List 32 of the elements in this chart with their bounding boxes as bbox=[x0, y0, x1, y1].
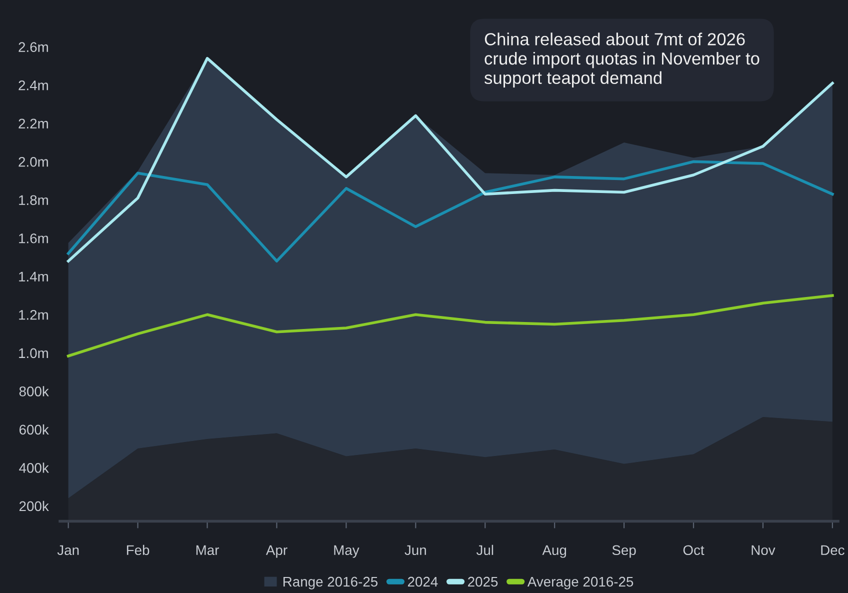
legend-label: Average 2016-25 bbox=[527, 576, 634, 590]
x-tick-label: Jul bbox=[476, 544, 494, 556]
y-tick-label: 600k bbox=[19, 424, 49, 435]
line-series bbox=[66, 160, 834, 262]
x-tick-label: Feb bbox=[126, 544, 150, 556]
y-tick-label: 2.2m bbox=[18, 118, 48, 128]
y-tick-label: 1.8m bbox=[19, 195, 48, 206]
x-tick-label: Oct bbox=[683, 545, 704, 556]
y-tick-label: 800k bbox=[19, 386, 49, 396]
x-tick-label: Apr bbox=[266, 545, 288, 558]
y-tick-label: 1.6m bbox=[19, 233, 48, 244]
x-tick-label: Nov bbox=[752, 545, 776, 556]
y-tick-label: 2.6m bbox=[18, 42, 48, 52]
x-tick-label: Jun bbox=[404, 545, 426, 556]
y-tick-label: 400k bbox=[19, 462, 49, 473]
x-tick-label: Aug bbox=[542, 545, 566, 558]
legend-label: 2024 bbox=[408, 576, 438, 587]
legend-label: Range 2016-25 bbox=[283, 576, 378, 590]
y-tick-label: 1.0m bbox=[19, 348, 48, 358]
x-tick-label: Mar bbox=[196, 545, 219, 556]
legend-label: 2025 bbox=[468, 576, 498, 587]
y-tick-label: 2.4m bbox=[18, 80, 48, 90]
x-tick-label: Dec bbox=[821, 545, 844, 556]
y-tick-label: 200k bbox=[19, 500, 49, 512]
x-tick-label: Sep bbox=[612, 545, 636, 558]
annotation: China released about 7mt of 2026 crude import quotas in November to support teapot demand bbox=[484, 32, 760, 88]
x-tick-label: Jan bbox=[57, 545, 79, 556]
x-tick-label: May bbox=[334, 545, 360, 558]
y-tick-label: 1.2m bbox=[19, 310, 48, 320]
y-tick-label: 1.4m bbox=[19, 272, 48, 282]
y-tick-label: 2.0m bbox=[18, 156, 48, 167]
line-series bbox=[66, 294, 834, 358]
